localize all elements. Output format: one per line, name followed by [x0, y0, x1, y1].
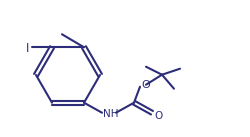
Text: I: I [26, 42, 29, 55]
Text: O: O [154, 111, 162, 121]
Text: NH: NH [103, 109, 118, 119]
Text: O: O [141, 80, 150, 90]
